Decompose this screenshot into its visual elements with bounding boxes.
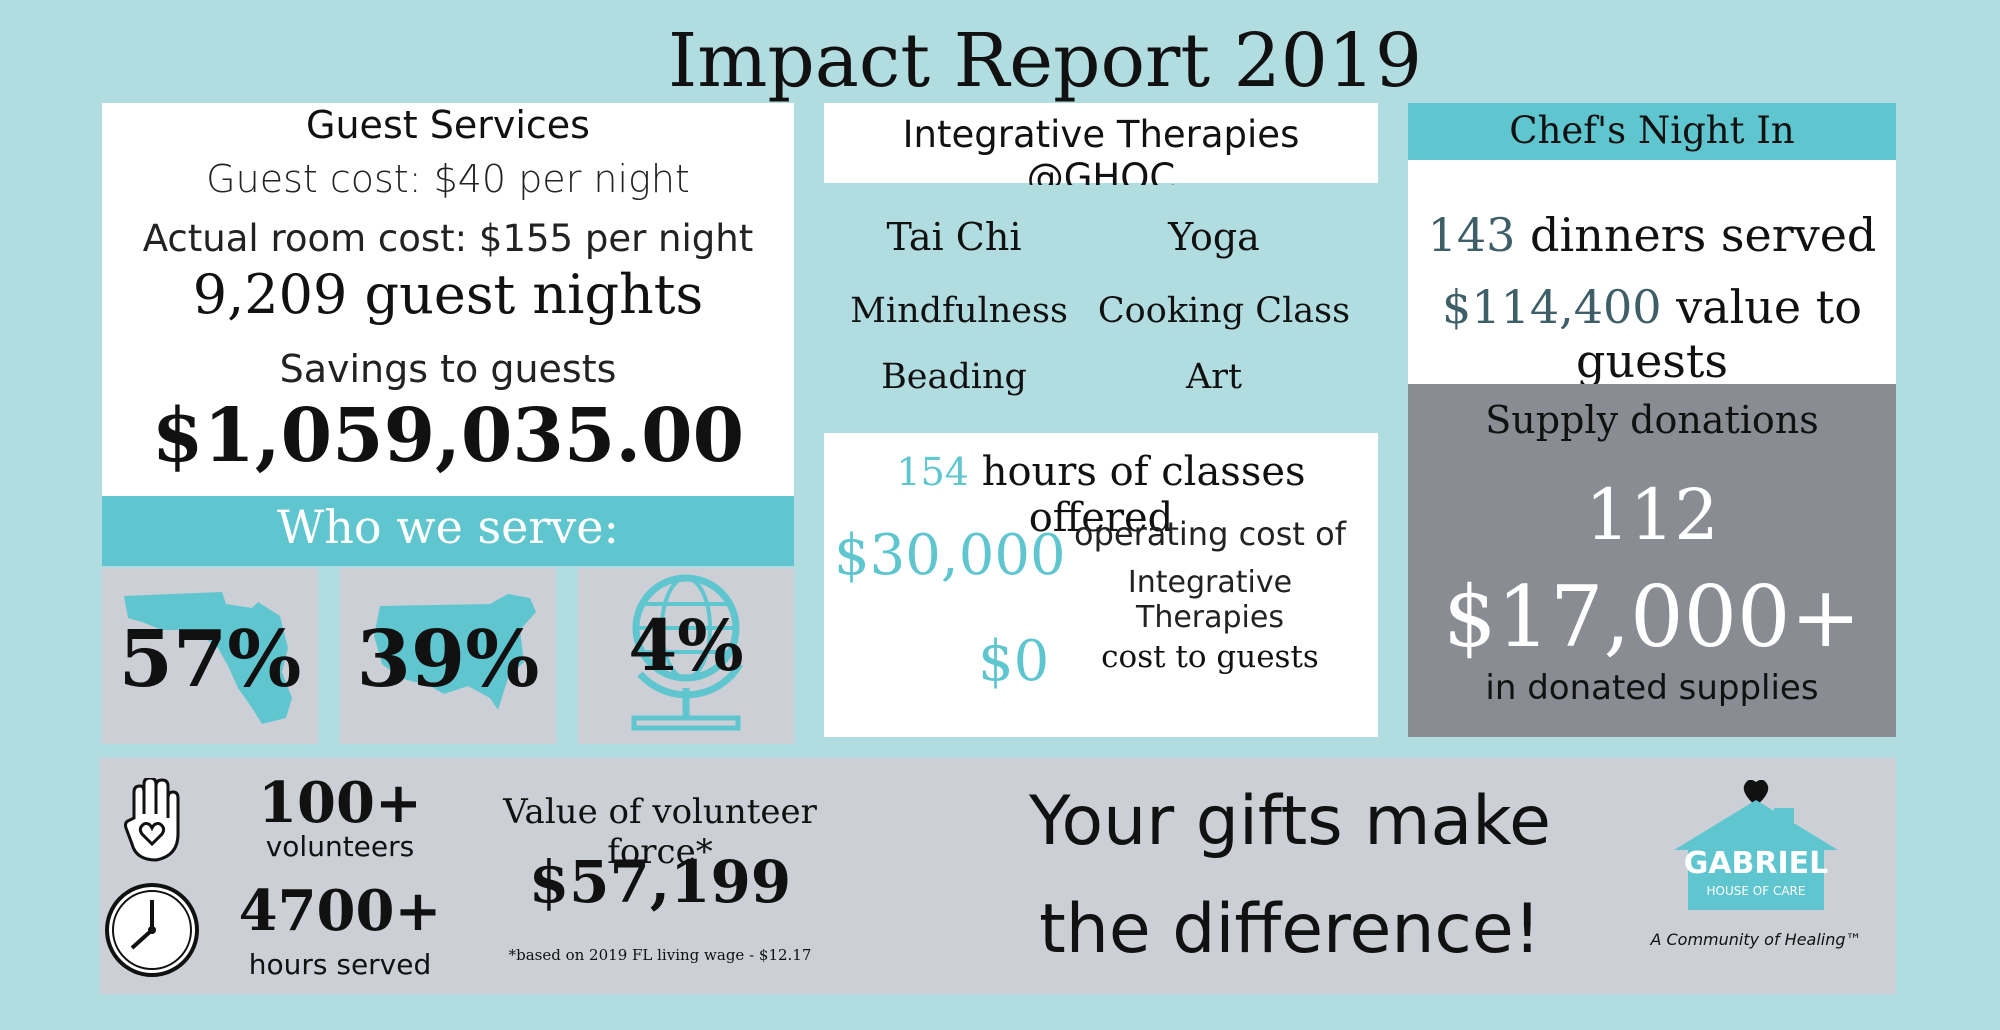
volunteer-footnote: *based on 2019 FL living wage - $12.17 <box>508 946 812 964</box>
tagline-line2: the difference! <box>1039 890 1541 969</box>
operating-line1: operating cost of <box>1074 515 1346 553</box>
class-mindfulness: Mindfulness <box>850 291 1068 331</box>
operating-line2: Integrative Therapies <box>1127 565 1293 635</box>
value-line: $114,400 value to guests <box>1408 280 1896 388</box>
dinners-number: 143 <box>1427 208 1516 262</box>
page-title: Impact Report 2019 <box>668 18 1422 104</box>
florida-map-icon <box>124 592 292 724</box>
world-percent: 4% <box>628 604 744 687</box>
who-we-serve-header: Who we serve: <box>102 496 794 566</box>
savings-value: $1,059,035.00 <box>151 393 745 479</box>
raised-hand-heart-icon <box>124 778 180 862</box>
guest-cost-text: Guest cost: $40 per night <box>206 157 690 201</box>
actual-cost-text: Actual room cost: $155 per night <box>142 217 754 260</box>
class-beading: Beading <box>881 357 1027 397</box>
florida-tile: 57% <box>102 568 318 744</box>
class-yoga: Yoga <box>1168 215 1260 259</box>
florida-percent: 57% <box>118 614 302 705</box>
logo-name: GABRIEL <box>1683 846 1829 881</box>
dinners-line: 143 dinners served <box>1408 208 1896 262</box>
globe-icon <box>631 574 744 731</box>
hours-number: 154 <box>896 450 969 494</box>
logo-sub: HOUSE OF CARE <box>1706 884 1806 898</box>
guest-services-heading: Guest Services <box>306 103 590 147</box>
hours-text: hours of classes offered <box>981 449 1306 541</box>
savings-label: Savings to guests <box>279 347 617 391</box>
class-tai-chi: Tai Chi <box>886 215 1022 259</box>
who-we-serve-heading: Who we serve: <box>277 500 619 554</box>
volunteer-band: 100+ volunteers 4700+ hours served Value… <box>100 758 1896 994</box>
value-number: $114,400 <box>1442 280 1662 334</box>
chefs-panel: 143 dinners served $114,400 value to gue… <box>1408 160 1896 388</box>
volunteer-value: $57,199 <box>528 848 792 916</box>
gabriel-logo: GABRIEL HOUSE OF CARE A Community of Hea… <box>1650 780 1862 980</box>
volunteer-count: 100+ <box>258 770 422 836</box>
clock-icon <box>105 883 199 977</box>
world-tile: 4% <box>578 568 794 744</box>
hours-line: 154 hours of classes offered <box>824 449 1378 541</box>
guest-nights-text: 9,209 guest nights <box>192 263 704 326</box>
volunteer-value-label: Value of volunteer force* <box>503 792 817 872</box>
therapies-classes-panel: Tai Chi Yoga Mindfulness Cooking Class B… <box>824 185 1378 433</box>
operating-value: $30,000 <box>834 523 1066 588</box>
cost-value: $0 <box>978 629 1050 694</box>
therapies-header-panel: Integrative Therapies @GHOC <box>824 103 1378 199</box>
usa-tile: 39% <box>340 568 556 744</box>
supply-heading: Supply donations <box>1485 398 1819 442</box>
volunteer-count-label: volunteers <box>265 830 415 863</box>
volunteer-hours-label: hours served <box>248 948 432 981</box>
logo-tagline: A Community of Healing™ <box>1650 930 1862 949</box>
guest-services-panel: Guest Services Guest cost: $40 per night… <box>102 103 794 496</box>
cost-text: cost to guests <box>1101 639 1319 675</box>
house-logo-icon <box>1674 780 1838 910</box>
therapies-stats-panel: 154 hours of classes offered $30,000 ope… <box>824 433 1378 737</box>
dinners-text: dinners served <box>1530 208 1877 262</box>
supply-value: $17,000+ <box>1443 568 1861 666</box>
volunteer-hours: 4700+ <box>238 878 442 944</box>
supply-count: 112 <box>1585 474 1719 556</box>
class-cooking: Cooking Class <box>1097 291 1351 331</box>
usa-map-icon <box>374 594 536 710</box>
chefs-heading: Chef's Night In <box>1509 109 1795 152</box>
value-text: value to guests <box>1576 280 1862 388</box>
class-art: Art <box>1185 357 1243 397</box>
chefs-header: Chef's Night In <box>1408 103 1896 160</box>
tagline-line1: Your gifts make <box>1029 782 1551 861</box>
supply-panel: Supply donations 112 $17,000+ in donated… <box>1408 384 1896 737</box>
supply-caption: in donated supplies <box>1485 668 1819 708</box>
usa-percent: 39% <box>356 614 540 705</box>
